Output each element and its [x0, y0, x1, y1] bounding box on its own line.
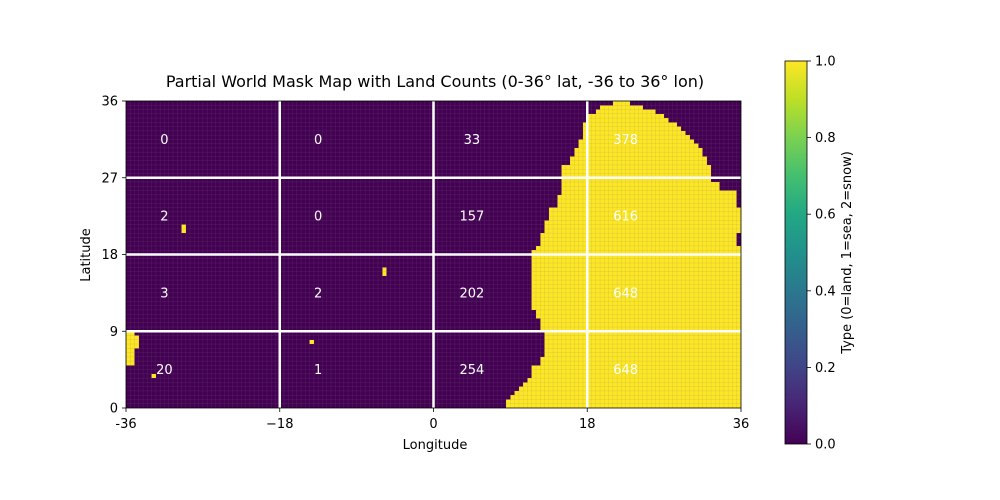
- region-grid-lines: [126, 101, 741, 408]
- y-tick-label: 9: [110, 325, 118, 340]
- land-count-label: 648: [613, 363, 638, 378]
- y-tick-label: 18: [101, 248, 118, 263]
- mask-cell-sea: [540, 318, 741, 332]
- heatmap-mask-cells: [126, 101, 741, 408]
- colorbar-tick-label: 1.0: [815, 55, 836, 70]
- x-tick-label: -36: [115, 417, 136, 432]
- mask-cell-sea: [510, 395, 741, 400]
- y-tick-label: 36: [101, 95, 118, 110]
- mask-cell-sea: [151, 373, 156, 379]
- land-count-label: 3: [160, 286, 168, 301]
- mask-cell-sea: [382, 267, 387, 276]
- mask-cell-sea: [540, 356, 741, 366]
- y-tick-label: 0: [110, 402, 118, 417]
- x-tick-label: −18: [266, 417, 293, 432]
- mask-cell-sea: [582, 122, 677, 127]
- mask-cell-sea: [523, 382, 741, 387]
- mask-cell-sea: [506, 399, 741, 404]
- mask-cell-sea: [518, 386, 741, 391]
- mask-cell-sea: [181, 224, 186, 234]
- colorbar-tick-label: 0.0: [815, 438, 836, 453]
- mask-cell-sea: [578, 143, 699, 148]
- land-count-label: 20: [156, 363, 173, 378]
- colorbar-tick-label: 0.4: [815, 284, 836, 299]
- colorbar-tick-label: 0.2: [815, 361, 836, 376]
- mask-cell-sea: [531, 284, 741, 310]
- land-count-label: 0: [314, 210, 322, 225]
- mask-cell-sea: [536, 309, 741, 319]
- mask-cell-sea: [561, 182, 720, 191]
- mask-cell-sea: [134, 335, 139, 349]
- mask-cell-sea: [527, 378, 741, 383]
- mask-cell-sea: [540, 233, 737, 246]
- land-count-label: 2: [314, 286, 322, 301]
- mask-cell-sea: [612, 101, 630, 106]
- land-count-label: 0: [314, 133, 322, 148]
- mask-cell-sea: [570, 156, 707, 165]
- colorbar: 0.0 0.2 0.4 0.6 0.8 1.0 Type (0=land, 1=sea, …: [784, 55, 855, 453]
- mask-cell-sea: [514, 390, 741, 396]
- y-tick-label: 27: [101, 171, 118, 186]
- mask-cell-sea: [578, 139, 695, 144]
- mask-cell-sea: [587, 118, 669, 123]
- land-count-label: 648: [613, 286, 638, 301]
- mask-cell-sea: [536, 245, 741, 251]
- mask-cell-sea: [531, 250, 741, 285]
- x-axis-label: Longitude: [403, 438, 468, 453]
- land-count-label: 0: [160, 133, 168, 148]
- land-count-label: 378: [613, 133, 638, 148]
- colorbar-tick-label: 0.8: [815, 131, 836, 146]
- x-tick-label: 18: [579, 417, 596, 432]
- colorbar-ticks: 0.0 0.2 0.4 0.6 0.8 1.0: [807, 55, 836, 453]
- mask-cell-sea: [582, 135, 690, 140]
- x-tick-label: 36: [733, 417, 750, 432]
- land-count-label: 2: [160, 210, 168, 225]
- x-axis: -36 −18 0 18 36: [115, 408, 749, 432]
- mask-cell-sea: [126, 331, 135, 366]
- land-count-label: 157: [460, 210, 485, 225]
- y-axis: 0 9 18 27 36: [101, 95, 126, 417]
- colorbar-tick-label: 0.6: [815, 208, 836, 223]
- mask-cell-sea: [582, 126, 682, 131]
- land-count-label: 33: [464, 133, 481, 148]
- land-count-label: 1: [314, 363, 322, 378]
- mask-cell-sea: [587, 113, 665, 119]
- mask-cell-sea: [544, 220, 741, 234]
- mask-cell-sea: [574, 147, 703, 157]
- y-axis-label: Latitude: [79, 228, 94, 282]
- mask-cell-sea: [582, 130, 686, 136]
- mask-cell-sea: [595, 109, 656, 114]
- mask-cell-sea: [561, 190, 737, 195]
- mask-cell-sea: [506, 403, 741, 408]
- mask-cell-sea: [557, 194, 737, 208]
- chart-title: Partial World Mask Map with Land Counts …: [166, 72, 704, 91]
- land-count-label: 616: [613, 210, 638, 225]
- mask-cell-sea: [548, 207, 741, 221]
- land-count-label: 254: [460, 363, 485, 378]
- x-tick-label: 0: [429, 417, 437, 432]
- land-count-label: 202: [460, 286, 485, 301]
- colorbar-label: Type (0=land, 1=sea, 2=snow): [840, 151, 855, 355]
- mask-cell-sea: [544, 331, 741, 357]
- mask-cell-sea: [531, 365, 741, 379]
- mask-cell-sea: [600, 105, 643, 110]
- mask-cell-sea: [309, 339, 314, 345]
- colorbar-gradient: [784, 60, 808, 445]
